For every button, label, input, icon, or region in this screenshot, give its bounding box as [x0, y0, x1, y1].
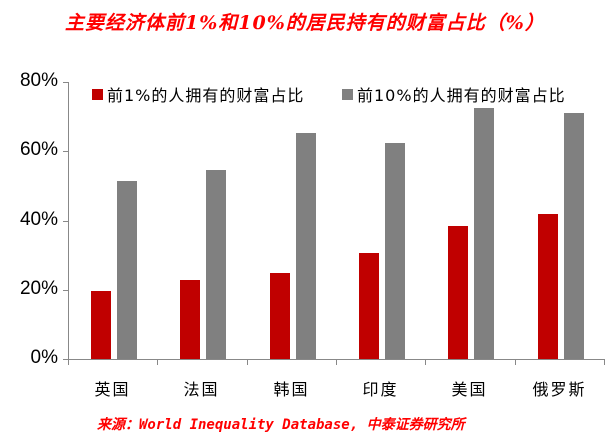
y-tick-label: 60% [19, 139, 58, 160]
x-tick-mark [604, 359, 605, 365]
x-tick-mark [515, 359, 516, 365]
x-category-label: 印度 [362, 380, 399, 399]
y-tick-mark [63, 151, 68, 152]
y-tick-label: 40% [19, 209, 58, 230]
x-tick-mark [68, 359, 69, 365]
y-tick-label: 80% [19, 70, 58, 91]
bar-top1 [91, 291, 111, 359]
y-tick-label: 20% [19, 278, 58, 299]
x-tick-mark [247, 359, 248, 365]
y-tick-label: 0% [30, 347, 58, 368]
y-tick-mark [63, 221, 68, 222]
legend-swatch-top1 [92, 88, 103, 100]
y-tick-mark [63, 290, 68, 291]
bar-top1 [448, 226, 468, 359]
bar-top1 [538, 214, 558, 359]
x-tick-mark [157, 359, 158, 365]
x-category-label: 英国 [94, 380, 131, 399]
bar-top10 [385, 143, 405, 359]
x-category-label: 俄罗斯 [532, 380, 587, 399]
x-category-label: 韩国 [273, 380, 310, 399]
x-category-label: 美国 [451, 380, 488, 399]
y-tick-mark [63, 359, 68, 360]
legend-swatch-top10 [342, 88, 353, 100]
legend-item-top1: 前1%的人拥有的财富占比 [92, 82, 304, 106]
bar-top10 [474, 108, 494, 359]
bar-top1 [270, 273, 290, 359]
bar-top1 [359, 253, 379, 359]
x-tick-mark [336, 359, 337, 365]
y-tick-mark [63, 82, 68, 83]
x-axis-line [63, 359, 605, 360]
legend-label-top1: 前1%的人拥有的财富占比 [107, 86, 305, 105]
legend-item-top10: 前10%的人拥有的财富占比 [342, 82, 566, 106]
bar-top10 [117, 181, 137, 359]
bar-top10 [206, 170, 226, 359]
bar-top1 [180, 280, 200, 359]
legend-label-top10: 前10%的人拥有的财富占比 [357, 86, 566, 105]
x-tick-mark [425, 359, 426, 365]
y-axis-line [68, 82, 69, 360]
x-category-label: 法国 [183, 380, 220, 399]
source-note: 来源：World Inequality Database, 中泰证券研究所 [97, 417, 465, 433]
bar-top10 [296, 133, 316, 359]
chart-title: 主要经济体前1%和10%的居民持有的财富占比（%） [65, 12, 545, 34]
bar-top10 [564, 113, 584, 359]
